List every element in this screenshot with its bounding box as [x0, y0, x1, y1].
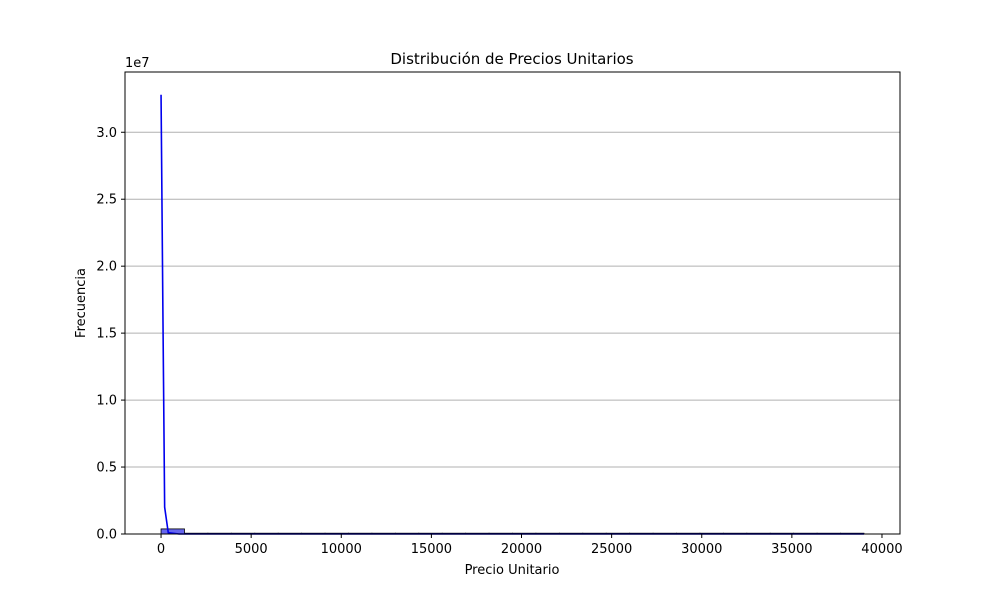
y-tick-label: 0.5	[96, 461, 117, 476]
y-tick-label: 2.0	[96, 260, 117, 275]
kde-line	[160, 94, 864, 535]
y-axis-label: Frecuencia	[74, 268, 89, 338]
y-axis-ticks: 0.0 0.5 1.0 1.5 2.0 2.5 3.0	[96, 126, 125, 543]
x-tick-label: 25000	[591, 542, 632, 557]
kde-line-layer	[160, 94, 864, 535]
x-tick-label: 35000	[771, 542, 812, 557]
plot-frame	[124, 71, 901, 535]
x-axis-label: Precio Unitario	[465, 563, 560, 578]
x-axis-ticks: 0 5000 10000 15000 20000 25000 30000 35000 40000	[157, 534, 903, 557]
y-tick-label: 3.0	[96, 126, 117, 141]
y-tick-label: 1.5	[96, 327, 117, 342]
y-tick-label: 1.0	[96, 394, 117, 409]
x-tick-label: 0	[157, 542, 165, 557]
chart-title: Distribución de Precios Unitarios	[390, 50, 633, 68]
x-tick-label: 20000	[501, 542, 542, 557]
grid-lines	[125, 131, 900, 468]
y-tick-label: 0.0	[96, 528, 117, 543]
y-axis-offset-label: 1e7	[125, 56, 150, 71]
x-tick-label: 5000	[235, 542, 268, 557]
x-tick-label: 40000	[861, 542, 902, 557]
y-tick-label: 2.5	[96, 193, 117, 208]
x-tick-label: 15000	[411, 542, 452, 557]
x-tick-label: 30000	[681, 542, 722, 557]
x-tick-label: 10000	[321, 542, 362, 557]
